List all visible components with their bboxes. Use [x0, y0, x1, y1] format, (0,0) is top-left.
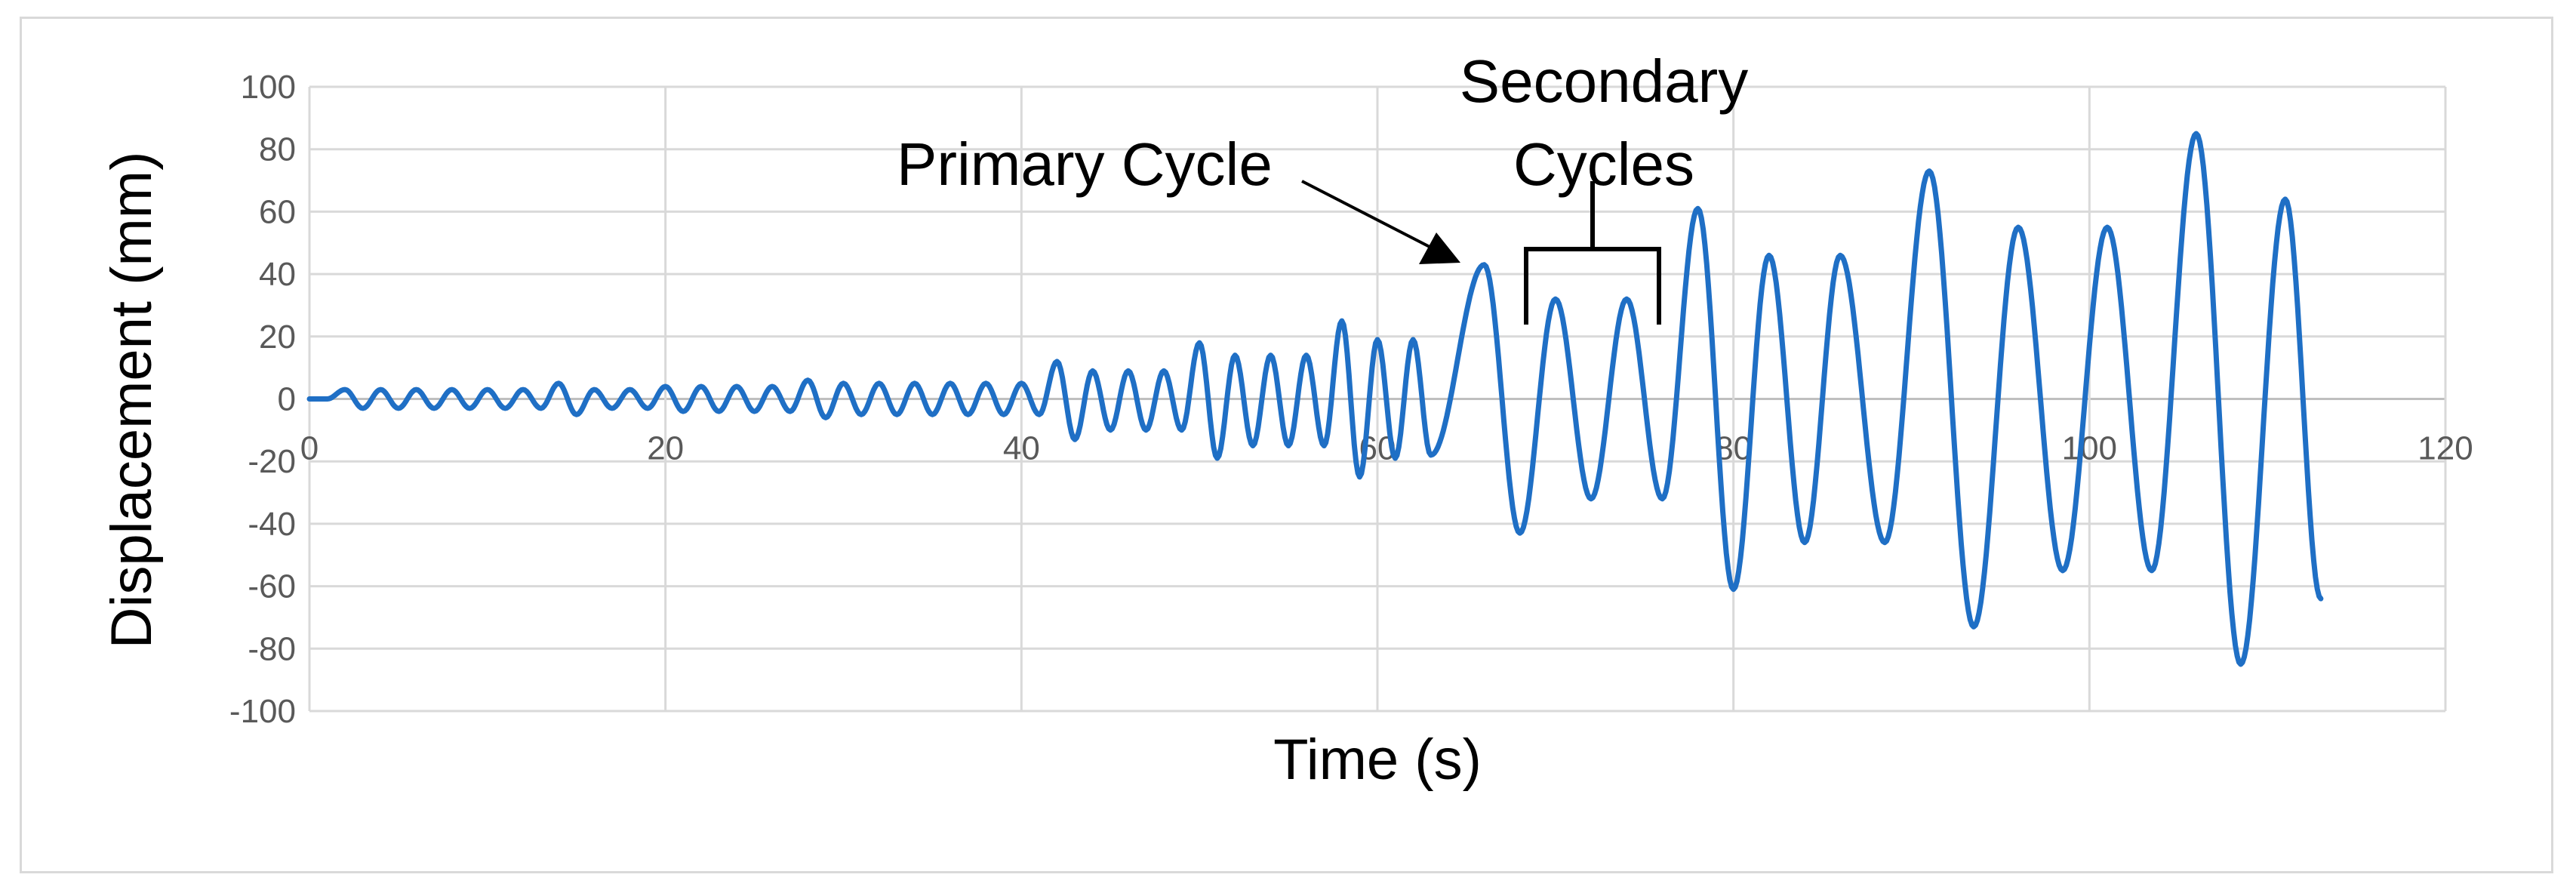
- x-axis-title: Time (s): [1273, 728, 1482, 792]
- x-tick-label: 100: [2062, 430, 2117, 467]
- y-tick-label: -40: [248, 506, 296, 543]
- x-tick-label: 40: [1003, 430, 1040, 467]
- x-tick-label: 20: [647, 430, 684, 467]
- y-tick-label: 60: [259, 193, 296, 230]
- series-line: [306, 131, 2324, 667]
- secondary-cycles-label-line2: Cycles: [1513, 131, 1694, 198]
- primary-cycle-arrow: [1301, 180, 1460, 264]
- primary-cycle-label: Primary Cycle: [897, 131, 1273, 198]
- secondary-cycles-label-line1: Secondary: [1460, 48, 1748, 115]
- x-tick-labels: 0 20 40 60 80 100 120: [300, 430, 2473, 467]
- y-axis-title: Displacement (mm): [100, 152, 164, 649]
- y-tick-label: 40: [259, 256, 296, 293]
- y-tick-label: 80: [259, 131, 296, 168]
- y-tick-label: 100: [241, 69, 296, 106]
- gridlines: [308, 85, 2447, 713]
- x-tick-label: 120: [2418, 430, 2473, 467]
- x-tick-label: 0: [300, 430, 319, 467]
- y-tick-label: -60: [248, 568, 296, 605]
- secondary-cycles-bracket: [1524, 181, 1661, 325]
- y-tick-label: 20: [259, 319, 296, 356]
- y-tick-label: -20: [248, 443, 296, 480]
- y-tick-label: -100: [229, 693, 296, 730]
- y-tick-label: 0: [278, 381, 296, 418]
- y-tick-labels: 100 80 60 40 20 0 -20 -40 -60 -80 -100: [229, 69, 296, 730]
- y-tick-label: -80: [248, 630, 296, 667]
